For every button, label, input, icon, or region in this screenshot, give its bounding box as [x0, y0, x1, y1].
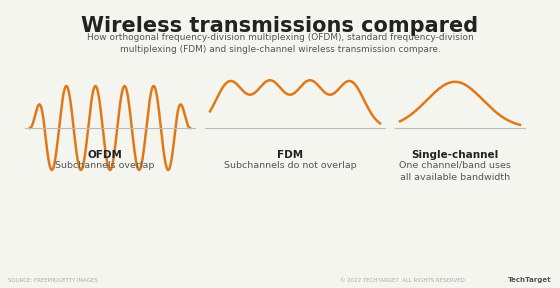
Text: FDM: FDM	[277, 150, 303, 160]
Text: OFDM: OFDM	[87, 150, 123, 160]
Text: Subchannels do not overlap: Subchannels do not overlap	[223, 161, 356, 170]
Text: Single-channel: Single-channel	[412, 150, 498, 160]
Text: How orthogonal frequency-division multiplexing (OFDM), standard frequency-divisi: How orthogonal frequency-division multip…	[87, 33, 473, 54]
Text: One channel/band uses
all available bandwidth: One channel/band uses all available band…	[399, 161, 511, 182]
Text: © 2022 TECHTARGET  ALL RIGHTS RESERVED: © 2022 TECHTARGET ALL RIGHTS RESERVED	[340, 278, 465, 283]
Text: TechTarget: TechTarget	[508, 277, 552, 283]
Text: SOURCE: FREEPIK/GETTY IMAGES: SOURCE: FREEPIK/GETTY IMAGES	[8, 278, 98, 283]
Text: Wireless transmissions compared: Wireless transmissions compared	[81, 16, 479, 36]
Text: Subchannels overlap: Subchannels overlap	[55, 161, 155, 170]
